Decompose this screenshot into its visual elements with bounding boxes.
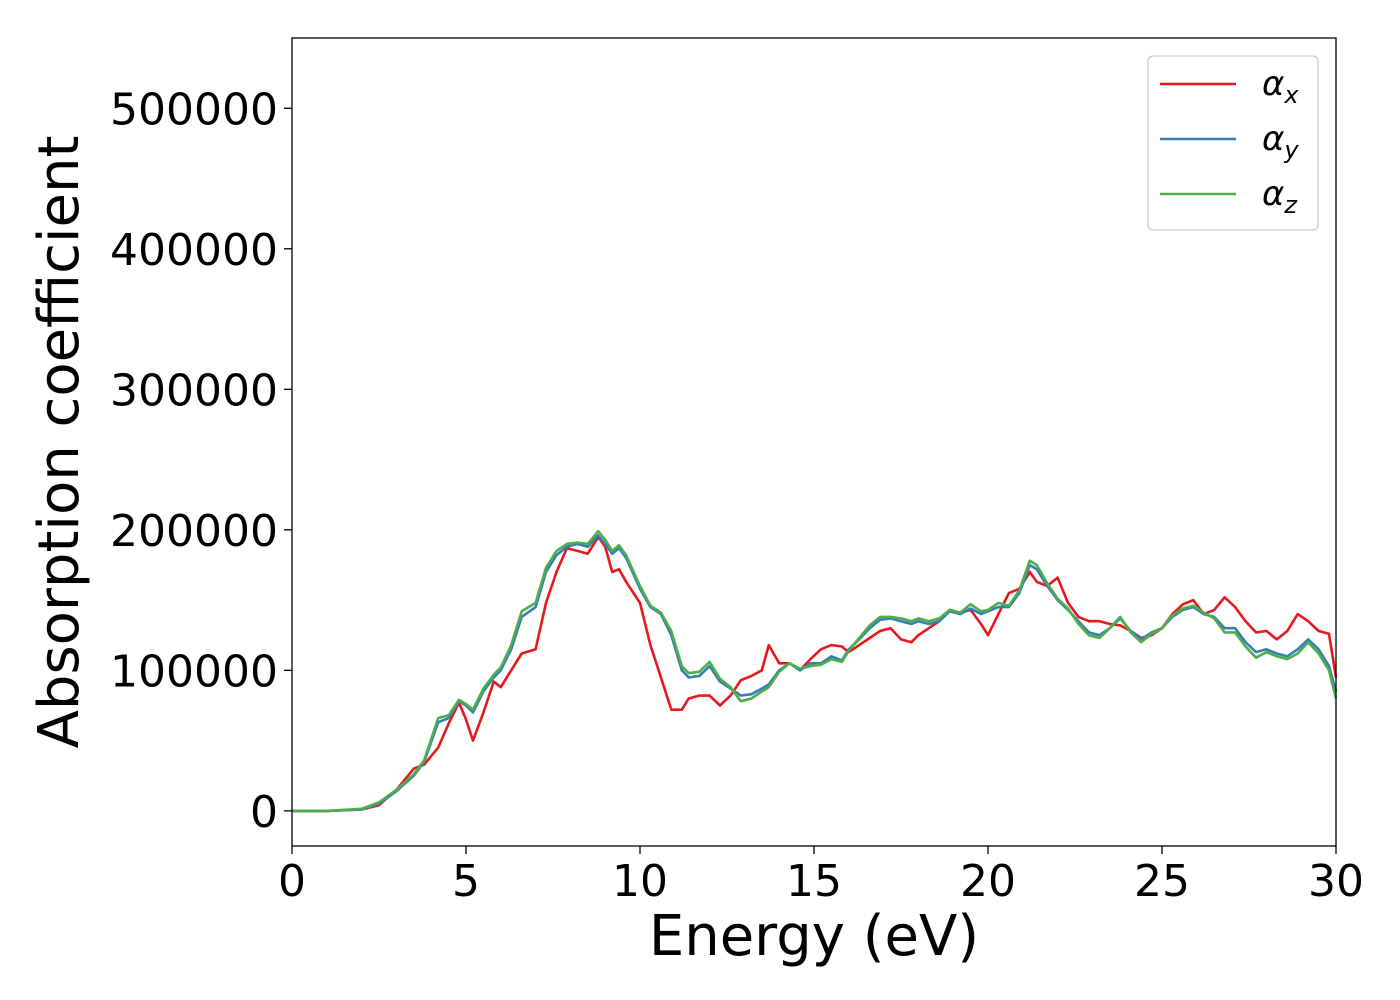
legend-label-y: αy <box>1262 119 1299 164</box>
x-tick-label: 10 <box>612 856 668 907</box>
legend-label-z: αz <box>1262 174 1298 219</box>
x-tick-label: 30 <box>1308 856 1364 907</box>
x-tick-label: 5 <box>452 856 480 907</box>
x-tick-label: 0 <box>278 856 306 907</box>
x-tick-label: 15 <box>786 856 842 907</box>
series-layer <box>292 529 1338 813</box>
series-line-z <box>292 529 1338 813</box>
x-tick-label: 20 <box>960 856 1016 907</box>
x-tick-label: 25 <box>1134 856 1190 907</box>
y-tick-label: 100000 <box>110 646 278 697</box>
y-tick-label: 500000 <box>110 84 278 135</box>
y-tick-label: 300000 <box>110 365 278 416</box>
legend-label-x: αx <box>1262 64 1299 109</box>
plot-frame <box>291 37 1337 847</box>
y-axis-label: Absorption coefficient <box>27 136 92 749</box>
y-tick-label: 200000 <box>110 506 278 557</box>
y-tick-label: 0 <box>250 787 278 838</box>
y-tick-label: 400000 <box>110 225 278 276</box>
legend-box <box>1147 55 1319 231</box>
x-axis-label: Energy (eV) <box>649 904 979 969</box>
x-axis-ticks: 0 5 10 15 20 25 30 <box>278 846 1364 907</box>
y-axis-ticks: 0 100000 200000 300000 400000 500000 <box>110 84 292 838</box>
legend: αx αy αz <box>1147 55 1319 231</box>
